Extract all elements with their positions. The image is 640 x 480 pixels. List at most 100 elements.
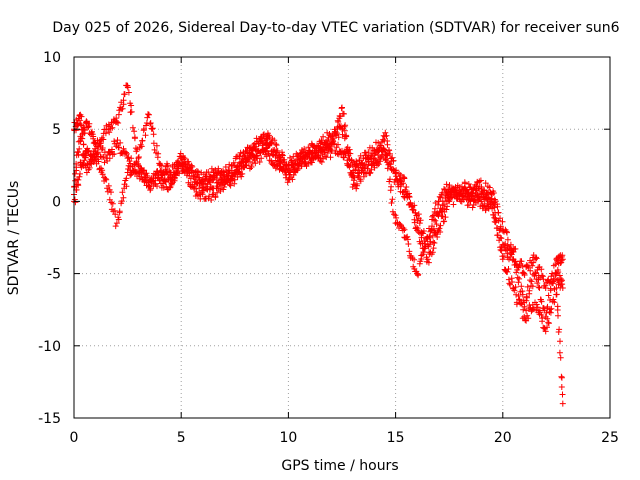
trace-marker <box>243 162 250 169</box>
trace-marker <box>434 234 441 240</box>
trace-marker <box>309 159 315 166</box>
trace-marker <box>383 132 390 139</box>
x-tick-label: 15 <box>387 430 405 446</box>
trace-marker <box>406 190 412 197</box>
trace-marker <box>516 296 522 303</box>
trace-marker <box>519 291 526 298</box>
trace-marker <box>128 102 135 109</box>
trace-marker <box>365 149 372 156</box>
trace-marker <box>538 312 545 318</box>
trace-marker <box>76 117 83 124</box>
trace-marker <box>99 167 106 174</box>
data-point <box>403 184 410 190</box>
data-point <box>156 176 163 183</box>
trace-marker <box>415 271 422 278</box>
trace-marker <box>437 222 444 229</box>
trace-marker <box>357 178 364 185</box>
trace-marker <box>104 158 111 164</box>
trace-marker <box>556 349 563 356</box>
trace-marker <box>444 203 451 210</box>
trace-marker <box>212 194 219 201</box>
trace-marker <box>128 108 135 115</box>
trace-marker <box>488 199 495 206</box>
trace-marker <box>422 243 429 250</box>
trace-marker <box>153 142 160 149</box>
trace-marker <box>434 209 441 216</box>
y-tick-label: 0 <box>52 194 61 210</box>
trace-marker <box>450 201 457 208</box>
trace-marker <box>222 164 229 170</box>
trace-marker <box>361 165 368 172</box>
series-track-c <box>71 82 566 407</box>
trace-marker <box>519 301 525 308</box>
trace-marker <box>509 249 516 256</box>
trace-marker <box>94 150 101 157</box>
trace-marker <box>239 170 246 177</box>
trace-marker <box>301 145 308 152</box>
trace-marker <box>443 181 450 188</box>
trace-marker <box>171 169 178 176</box>
trace-marker <box>155 150 162 157</box>
trace-marker <box>550 280 557 287</box>
trace-marker <box>436 225 443 232</box>
x-tick-label: 10 <box>279 430 297 446</box>
trace-marker <box>558 374 565 381</box>
trace-marker <box>248 147 255 154</box>
trace-marker <box>539 315 546 322</box>
trace-marker <box>469 193 476 200</box>
trace-marker <box>504 268 511 275</box>
trace-marker <box>387 150 393 157</box>
trace-marker <box>200 184 206 191</box>
trace-marker <box>88 129 95 136</box>
trace-marker <box>238 173 245 180</box>
trace-marker <box>360 173 367 180</box>
trace-marker <box>414 225 421 232</box>
trace-marker <box>496 237 503 244</box>
ticks: 0 5 10 15 20 25 -15 -10 -5 0 5 10 <box>38 50 619 446</box>
trace-marker <box>182 162 189 169</box>
trace-marker <box>97 140 104 147</box>
trace-marker <box>143 177 150 184</box>
data-point <box>553 285 560 291</box>
trace-marker <box>120 145 127 152</box>
trace-marker <box>112 223 119 230</box>
trace-marker <box>77 121 84 128</box>
trace-marker <box>524 312 531 319</box>
trace-marker <box>550 296 557 303</box>
chart-title: Day 025 of 2026, Sidereal Day-to-day VTE… <box>52 20 619 36</box>
trace-marker <box>75 151 82 158</box>
trace-marker <box>256 139 263 145</box>
trace-marker <box>185 158 192 165</box>
trace-marker <box>545 319 552 326</box>
trace-marker <box>207 173 214 180</box>
trace-marker <box>520 269 527 276</box>
trace-marker <box>135 154 142 160</box>
trace-marker <box>367 169 374 176</box>
trace-marker <box>537 309 544 316</box>
trace-marker <box>470 186 477 193</box>
trace-marker <box>86 147 92 154</box>
trace-marker <box>379 136 386 143</box>
trace-marker <box>324 150 331 156</box>
trace-marker <box>113 115 120 122</box>
trace-marker <box>318 159 325 165</box>
trace-marker <box>114 137 121 144</box>
trace-marker <box>377 142 384 149</box>
trace-marker <box>131 135 138 142</box>
trace-marker <box>112 211 119 218</box>
trace-marker <box>164 162 171 169</box>
trace-marker <box>208 197 215 203</box>
trace-marker <box>251 143 258 150</box>
trace-marker <box>123 183 130 190</box>
y-tick-label: -10 <box>38 339 61 355</box>
trace-marker <box>431 216 437 223</box>
trace-marker <box>404 233 411 240</box>
trace-marker <box>121 91 128 98</box>
trace-marker <box>490 190 497 196</box>
trace-marker <box>443 206 450 213</box>
trace-marker <box>464 186 470 193</box>
trace-marker <box>227 182 234 189</box>
y-tick-label: -15 <box>38 411 61 427</box>
trace-marker <box>558 278 565 285</box>
trace-marker <box>287 169 294 176</box>
